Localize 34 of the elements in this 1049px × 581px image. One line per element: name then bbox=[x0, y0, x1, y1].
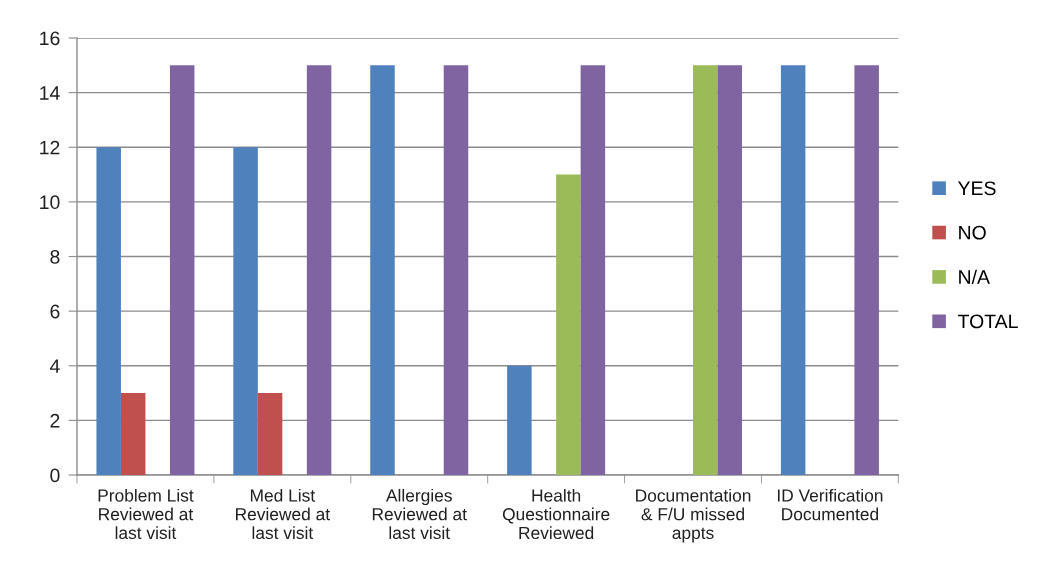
y-tick-label: 16 bbox=[40, 31, 60, 46]
x-tick-label: Health Questionnaire Reviewed bbox=[502, 488, 610, 540]
legend-label: YES bbox=[958, 181, 996, 196]
x-tick-label: ID Verification Documented bbox=[777, 488, 883, 521]
legend-label: NO bbox=[959, 225, 986, 240]
y-tick-label: 14 bbox=[40, 86, 60, 100]
bar bbox=[580, 65, 606, 476]
y-tick-label: 4 bbox=[49, 359, 60, 373]
y-tick-label: 8 bbox=[50, 249, 60, 264]
legend-label: TOTAL bbox=[958, 314, 1018, 329]
y-tick-label: 2 bbox=[50, 413, 60, 428]
legend-label: N/A bbox=[959, 269, 990, 284]
x-tick-label: Allergies Reviewed at last visit bbox=[372, 488, 467, 540]
bar bbox=[120, 393, 146, 476]
bar bbox=[306, 65, 332, 476]
y-tick-label: 12 bbox=[40, 140, 60, 155]
x-tick-label: Documentation & F/U missed appts bbox=[636, 488, 751, 543]
y-tick-label: 6 bbox=[50, 304, 60, 319]
bar bbox=[693, 65, 718, 476]
x-tick-label: Problem List Reviewed at last visit bbox=[98, 488, 194, 540]
bar bbox=[780, 65, 806, 476]
bar bbox=[507, 365, 532, 476]
bar bbox=[370, 65, 395, 476]
bar bbox=[717, 65, 743, 476]
x-tick-label: Med List Reviewed at last visit bbox=[236, 488, 330, 540]
y-tick-label: 0 bbox=[50, 468, 60, 483]
bar bbox=[854, 65, 879, 476]
bar bbox=[96, 147, 121, 476]
y-tick-label: 10 bbox=[40, 195, 60, 210]
bar bbox=[169, 65, 195, 476]
bar bbox=[257, 393, 283, 476]
bar bbox=[556, 174, 581, 476]
bar bbox=[443, 65, 469, 476]
bar bbox=[233, 147, 258, 476]
